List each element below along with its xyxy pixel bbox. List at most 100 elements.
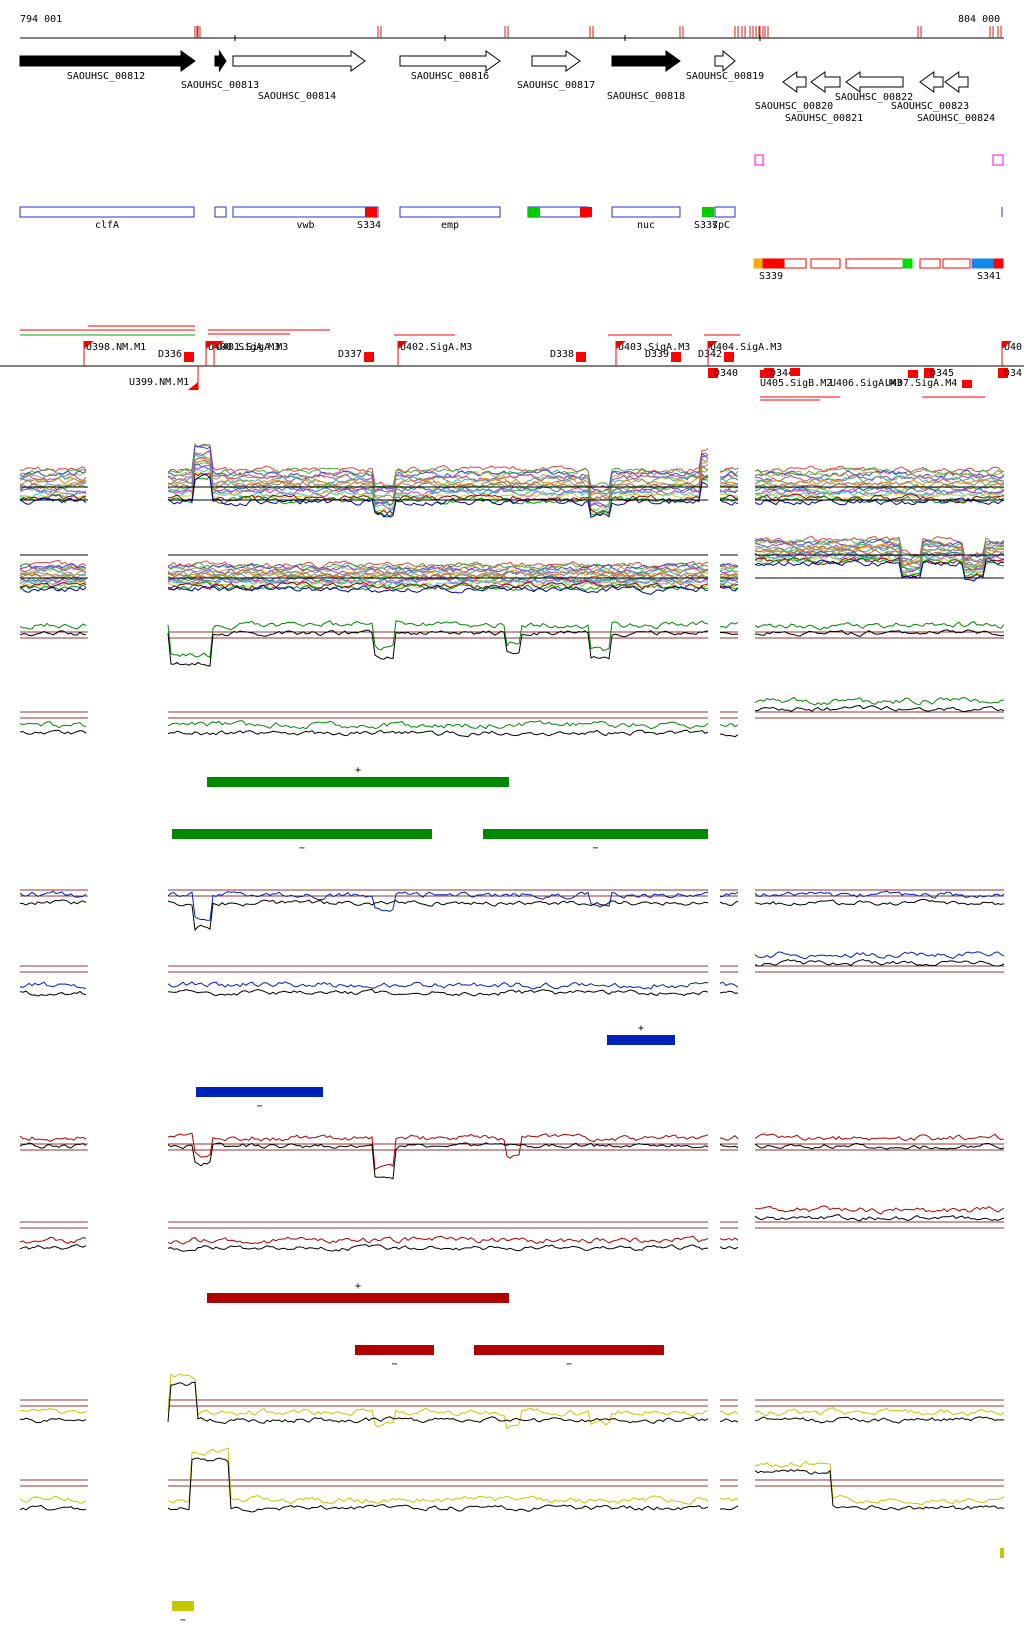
multi-series-line [167,561,709,572]
multi-series-line [720,579,739,585]
gene-label: SAOUHSC_00820 [755,101,833,112]
multi-series-line [19,566,87,574]
feature-bar [196,1087,323,1097]
magenta-marker [754,154,764,166]
feature-bar [607,1035,675,1045]
feature-label: D34 [1004,368,1022,379]
colored-series-line [167,1132,709,1171]
feature-label: U400.SigA.M3 [208,342,280,353]
feature-label: U40 [1004,342,1022,353]
black-series-line [754,1469,1005,1511]
region-box [214,206,227,218]
magenta-marker [992,154,1004,166]
black-series-line [19,1417,87,1424]
multi-series-line [19,559,87,568]
gene-arrow-icon [845,71,904,93]
feature-label: U403.SigA.M3 [618,342,690,353]
multi-series-line [167,442,709,489]
multi-series-line [754,559,1005,582]
black-series-line [19,899,87,906]
gene-arrow-icon [19,50,196,72]
region-box [232,206,379,218]
feature-label: D339 [645,349,669,360]
gene-label: SAOUHSC_00813 [181,80,259,91]
bar-sign: + [355,765,361,776]
gene-arrow-icon [531,50,581,72]
multi-series-line [19,473,87,482]
black-series-line [755,705,1005,713]
multi-series-line [719,470,739,478]
multi-series-line [754,465,1005,474]
feature-label: U401.SigA.M3 [216,342,288,353]
bar-sign: − [256,1101,262,1112]
gene-arrow-icon [399,50,501,72]
feature-box [760,370,770,378]
colored-series-line [719,1410,739,1416]
multi-series-line [168,445,708,493]
multi-series-line [754,467,1005,477]
gene-arrow-icon [919,71,944,93]
feature-flag-head [84,341,94,349]
region-mark [528,207,540,217]
colored-series-line [719,981,739,988]
feature-box [364,352,374,362]
black-series-line [19,990,87,997]
colored-series-line [167,1373,709,1430]
feature-bar [474,1345,664,1355]
feature-flag-icon [397,341,408,366]
multi-series-line [754,473,1005,483]
multi-series-line [719,481,739,485]
feature-flag-head [1002,341,1012,349]
multi-series-line [754,486,1005,495]
black-series-line [719,1143,739,1148]
feature-box [724,352,734,362]
feature-bar [207,1293,509,1303]
multi-series-line [754,551,1005,574]
multi-series-line [167,579,709,589]
multi-series-line [719,499,739,506]
black-series-line [19,1504,86,1511]
colored-series-line [719,1237,739,1241]
multi-series-line [719,494,739,500]
gene-label: SAOUHSC_00823 [891,101,969,112]
colored-series-line [719,1135,739,1141]
black-series-line [719,990,739,994]
feature-box [924,368,934,378]
feature-box [576,352,586,362]
feature-label: U405.SigB.M2 [760,378,832,389]
feature-label: D337 [338,349,362,360]
multi-series-line [167,474,709,518]
segment-label: S341 [977,271,1001,282]
colored-series-line [719,723,739,728]
colored-series-line [167,890,709,921]
black-series-line [754,898,1005,907]
feature-label: D344 [770,368,794,379]
feature-flag-head [188,382,198,390]
multi-series-line [19,586,87,593]
feature-flag-head [398,341,408,349]
multi-series-line [19,465,87,472]
multi-series-line [719,583,739,590]
multi-series-line [719,492,739,497]
gene-label: SAOUHSC_00816 [411,71,489,82]
multi-series-line [754,497,1005,506]
colored-series-line [19,981,87,990]
segment-box [902,258,913,269]
multi-series-line [19,471,87,480]
black-series-line [719,631,739,636]
black-series-line [19,1243,87,1250]
gene-arrow-icon [214,49,227,73]
bar-sign: − [299,843,305,854]
colored-series-line [167,720,709,730]
feature-box [962,380,972,388]
segment-box [753,258,764,269]
gene-label: SAOUHSC_00814 [258,91,336,102]
gene-arrow-icon [611,50,681,72]
colored-series-line [19,890,87,898]
feature-label: U398.NM.M1 [86,342,146,353]
feature-bar [483,829,708,839]
region-mark-label: S337 [694,220,718,231]
segment-box [845,258,904,269]
